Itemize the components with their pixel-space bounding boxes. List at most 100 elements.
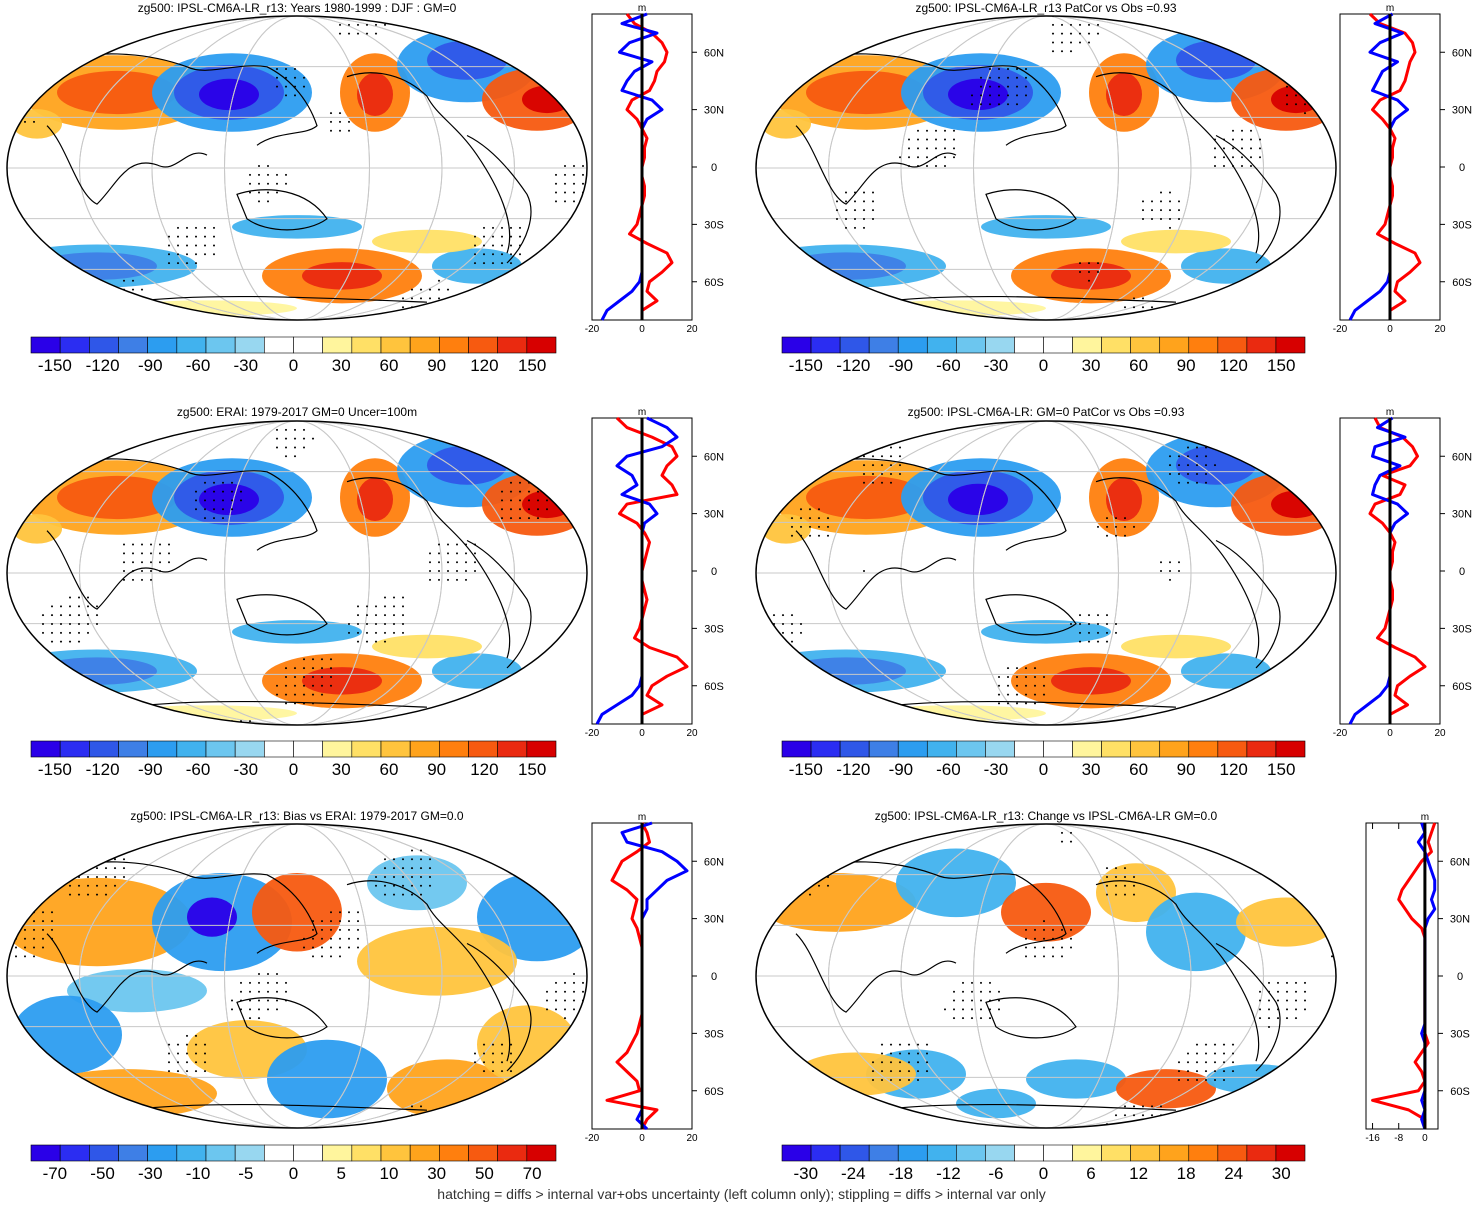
profile-ytick-label: 0 bbox=[1459, 566, 1465, 578]
profile-series-obs bbox=[1348, 416, 1409, 725]
contour-blob bbox=[199, 78, 259, 111]
profile-series-obs bbox=[600, 12, 664, 321]
profile-ytick-label: 60N bbox=[1450, 856, 1470, 868]
profile-xtick-label: 20 bbox=[686, 1133, 698, 1144]
contour-blob bbox=[1206, 1064, 1306, 1094]
meridian-line bbox=[224, 421, 370, 725]
colorbar-swatch bbox=[439, 1144, 469, 1162]
colorbar-swatch bbox=[497, 1144, 528, 1162]
profile-ytick-label: 60N bbox=[1452, 451, 1472, 463]
colorbar-label: 24 bbox=[1224, 1164, 1243, 1183]
map-field bbox=[756, 824, 1336, 1128]
profile-xtick-label: 0 bbox=[1387, 728, 1393, 739]
contour-blob bbox=[1106, 477, 1142, 522]
coastline bbox=[985, 189, 1077, 231]
contour-blob bbox=[37, 657, 157, 685]
panel-2: zg500: IPSL-CM6A-LR_r13 PatCor vs Obs =0… bbox=[755, 1, 1472, 375]
meridian-line bbox=[151, 824, 443, 1128]
contour-blob bbox=[252, 873, 342, 952]
profile-ytick-label: 30S bbox=[1452, 219, 1472, 231]
colorbar-swatch bbox=[234, 336, 265, 354]
colorbar-swatch bbox=[526, 336, 557, 354]
colorbar-swatch bbox=[1043, 1144, 1073, 1162]
colorbar-swatch bbox=[468, 336, 498, 354]
colorbar-label: -30 bbox=[793, 1164, 818, 1183]
panel-1: zg500: IPSL-CM6A-LR_r13: Years 1980-1999… bbox=[6, 1, 724, 375]
colorbar-label: -5 bbox=[238, 1164, 253, 1183]
colorbar-swatch bbox=[839, 336, 870, 354]
colorbar-swatch bbox=[264, 740, 294, 758]
colorbar-swatch bbox=[380, 1144, 411, 1162]
contour-blob bbox=[357, 477, 393, 522]
contour-blob bbox=[1181, 653, 1271, 689]
colorbar-label: -90 bbox=[889, 356, 914, 375]
map-border bbox=[6, 823, 588, 1129]
coastline bbox=[46, 530, 208, 610]
colorbar-label: 120 bbox=[470, 760, 498, 779]
colorbar-swatch bbox=[176, 1144, 207, 1162]
colorbar-swatch bbox=[59, 336, 90, 354]
contour-blob bbox=[7, 877, 192, 967]
colorbar-label: -90 bbox=[138, 760, 163, 779]
colorbar-swatch bbox=[1101, 740, 1131, 758]
profile-ytick-label: 60S bbox=[1452, 681, 1472, 693]
colorbar-swatch bbox=[205, 336, 236, 354]
colorbar-label: 70 bbox=[523, 1164, 542, 1183]
contour-blob bbox=[427, 40, 507, 80]
colorbar-swatch bbox=[781, 1144, 812, 1162]
colorbar-swatch bbox=[839, 740, 870, 758]
panel-6: zg500: IPSL-CM6A-LR_r13: Change vs IPSL-… bbox=[755, 809, 1470, 1183]
contour-blob bbox=[432, 248, 522, 284]
meridian-line bbox=[900, 824, 1192, 1128]
colorbar-swatch bbox=[1072, 740, 1102, 758]
colorbar-swatch bbox=[897, 1144, 928, 1162]
profile-series-obs bbox=[620, 821, 689, 1131]
meridian-line bbox=[79, 16, 515, 320]
contour-blob bbox=[357, 926, 517, 996]
contour-blob bbox=[302, 667, 382, 695]
contour-blob bbox=[981, 215, 1111, 239]
colorbar-label: -30 bbox=[233, 356, 258, 375]
colorbar-swatch bbox=[1014, 336, 1044, 354]
contour-blob bbox=[37, 1069, 217, 1119]
coastline bbox=[236, 997, 328, 1039]
profile-ytick-label: 30S bbox=[704, 623, 724, 635]
meridian-line bbox=[973, 421, 1119, 725]
contour-blob bbox=[1146, 892, 1246, 972]
colorbar-swatch bbox=[956, 740, 986, 758]
colorbar-label: -60 bbox=[186, 760, 211, 779]
colorbar-swatch bbox=[118, 740, 148, 758]
colorbar-swatch bbox=[1217, 740, 1248, 758]
colorbar-label: 120 bbox=[1219, 760, 1247, 779]
profile-unit-label: m bbox=[1421, 812, 1429, 823]
coastline bbox=[1215, 942, 1281, 1072]
coastline bbox=[1095, 477, 1260, 659]
profile-ytick-label: 60N bbox=[1452, 47, 1472, 59]
colorbar-swatch bbox=[926, 336, 957, 354]
zonal-profile: m -20 0 20 60N 30N 0 30S 60S bbox=[1333, 3, 1472, 335]
colorbar-label: 30 bbox=[1082, 760, 1101, 779]
colorbar-swatch bbox=[1043, 336, 1073, 354]
coastline bbox=[875, 1103, 1177, 1111]
profile-ytick-label: 30N bbox=[704, 914, 724, 926]
contour-blob bbox=[1121, 634, 1231, 659]
colorbar-label: -150 bbox=[38, 356, 72, 375]
colorbar-swatch bbox=[810, 1144, 841, 1162]
colorbar-label: -70 bbox=[43, 1164, 68, 1183]
colorbar-swatch bbox=[118, 1144, 148, 1162]
colorbar-swatch bbox=[322, 740, 353, 758]
colorbar-label: 0 bbox=[289, 356, 298, 375]
colorbar-swatch bbox=[234, 740, 265, 758]
coastline bbox=[875, 700, 1177, 708]
coastline bbox=[236, 189, 328, 231]
colorbar-label: 12 bbox=[1129, 1164, 1148, 1183]
contour-blob bbox=[1106, 72, 1142, 117]
colorbar-swatch bbox=[351, 1144, 382, 1162]
colorbar-label: 18 bbox=[1177, 1164, 1196, 1183]
contour-blob bbox=[866, 705, 1046, 722]
profile-ytick-label: 30S bbox=[704, 219, 724, 231]
colorbar-label: 0 bbox=[1039, 760, 1048, 779]
colorbar-swatch bbox=[1246, 336, 1277, 354]
colorbar-swatch bbox=[351, 740, 382, 758]
